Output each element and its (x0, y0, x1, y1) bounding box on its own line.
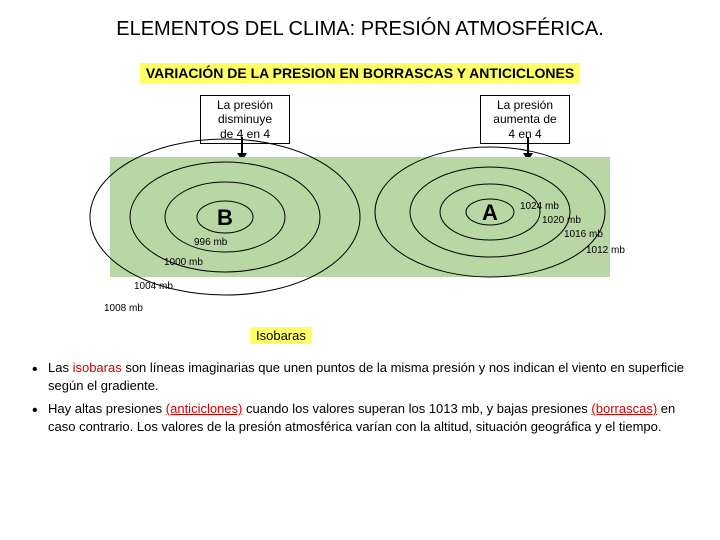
pressure-label: 996 mb (194, 237, 227, 248)
subtitle-wrap: VARIACIÓN DE LA PRESION EN BORRASCAS Y A… (0, 63, 720, 83)
pressure-label: 1008 mb (104, 303, 143, 314)
annot-left-l1: La presión (217, 98, 273, 112)
b2-pre: Hay altas presiones (48, 401, 166, 416)
pressure-diagram: La presión disminuye de 4 en 4 La presió… (80, 105, 640, 325)
annot-right-l2: aumenta de (493, 112, 556, 126)
svg-text:B: B (217, 205, 233, 230)
annot-left-l2: disminuye (218, 112, 272, 126)
b2-mid: cuando los valores superan los 1013 mb, … (242, 401, 591, 416)
bullet-list: Las isobaras son líneas imaginarias que … (32, 359, 688, 435)
b1-rest: son líneas imaginarias que unen puntos d… (48, 360, 684, 393)
annot-right-l1: La presión (497, 98, 553, 112)
pressure-label: 1016 mb (564, 229, 603, 240)
subtitle: VARIACIÓN DE LA PRESION EN BORRASCAS Y A… (140, 63, 580, 83)
svg-text:A: A (482, 200, 498, 225)
b2-anticiclones: (anticiclones) (166, 401, 243, 416)
pressure-label: 1012 mb (586, 245, 625, 256)
pressure-label: 1024 mb (520, 201, 559, 212)
pressure-label: 1004 mb (134, 281, 173, 292)
b2-borrascas: (borrascas) (591, 401, 657, 416)
bullet-1: Las isobaras son líneas imaginarias que … (32, 359, 688, 394)
pressure-label: 1020 mb (542, 215, 581, 226)
b1-isobaras: isobaras (73, 360, 122, 375)
page-title: ELEMENTOS DEL CLIMA: PRESIÓN ATMOSFÉRICA… (0, 0, 720, 41)
isobaras-label: Isobaras (250, 327, 312, 344)
b1-pre: Las (48, 360, 73, 375)
bullet-2: Hay altas presiones (anticiclones) cuand… (32, 400, 688, 435)
pressure-label: 1000 mb (164, 257, 203, 268)
